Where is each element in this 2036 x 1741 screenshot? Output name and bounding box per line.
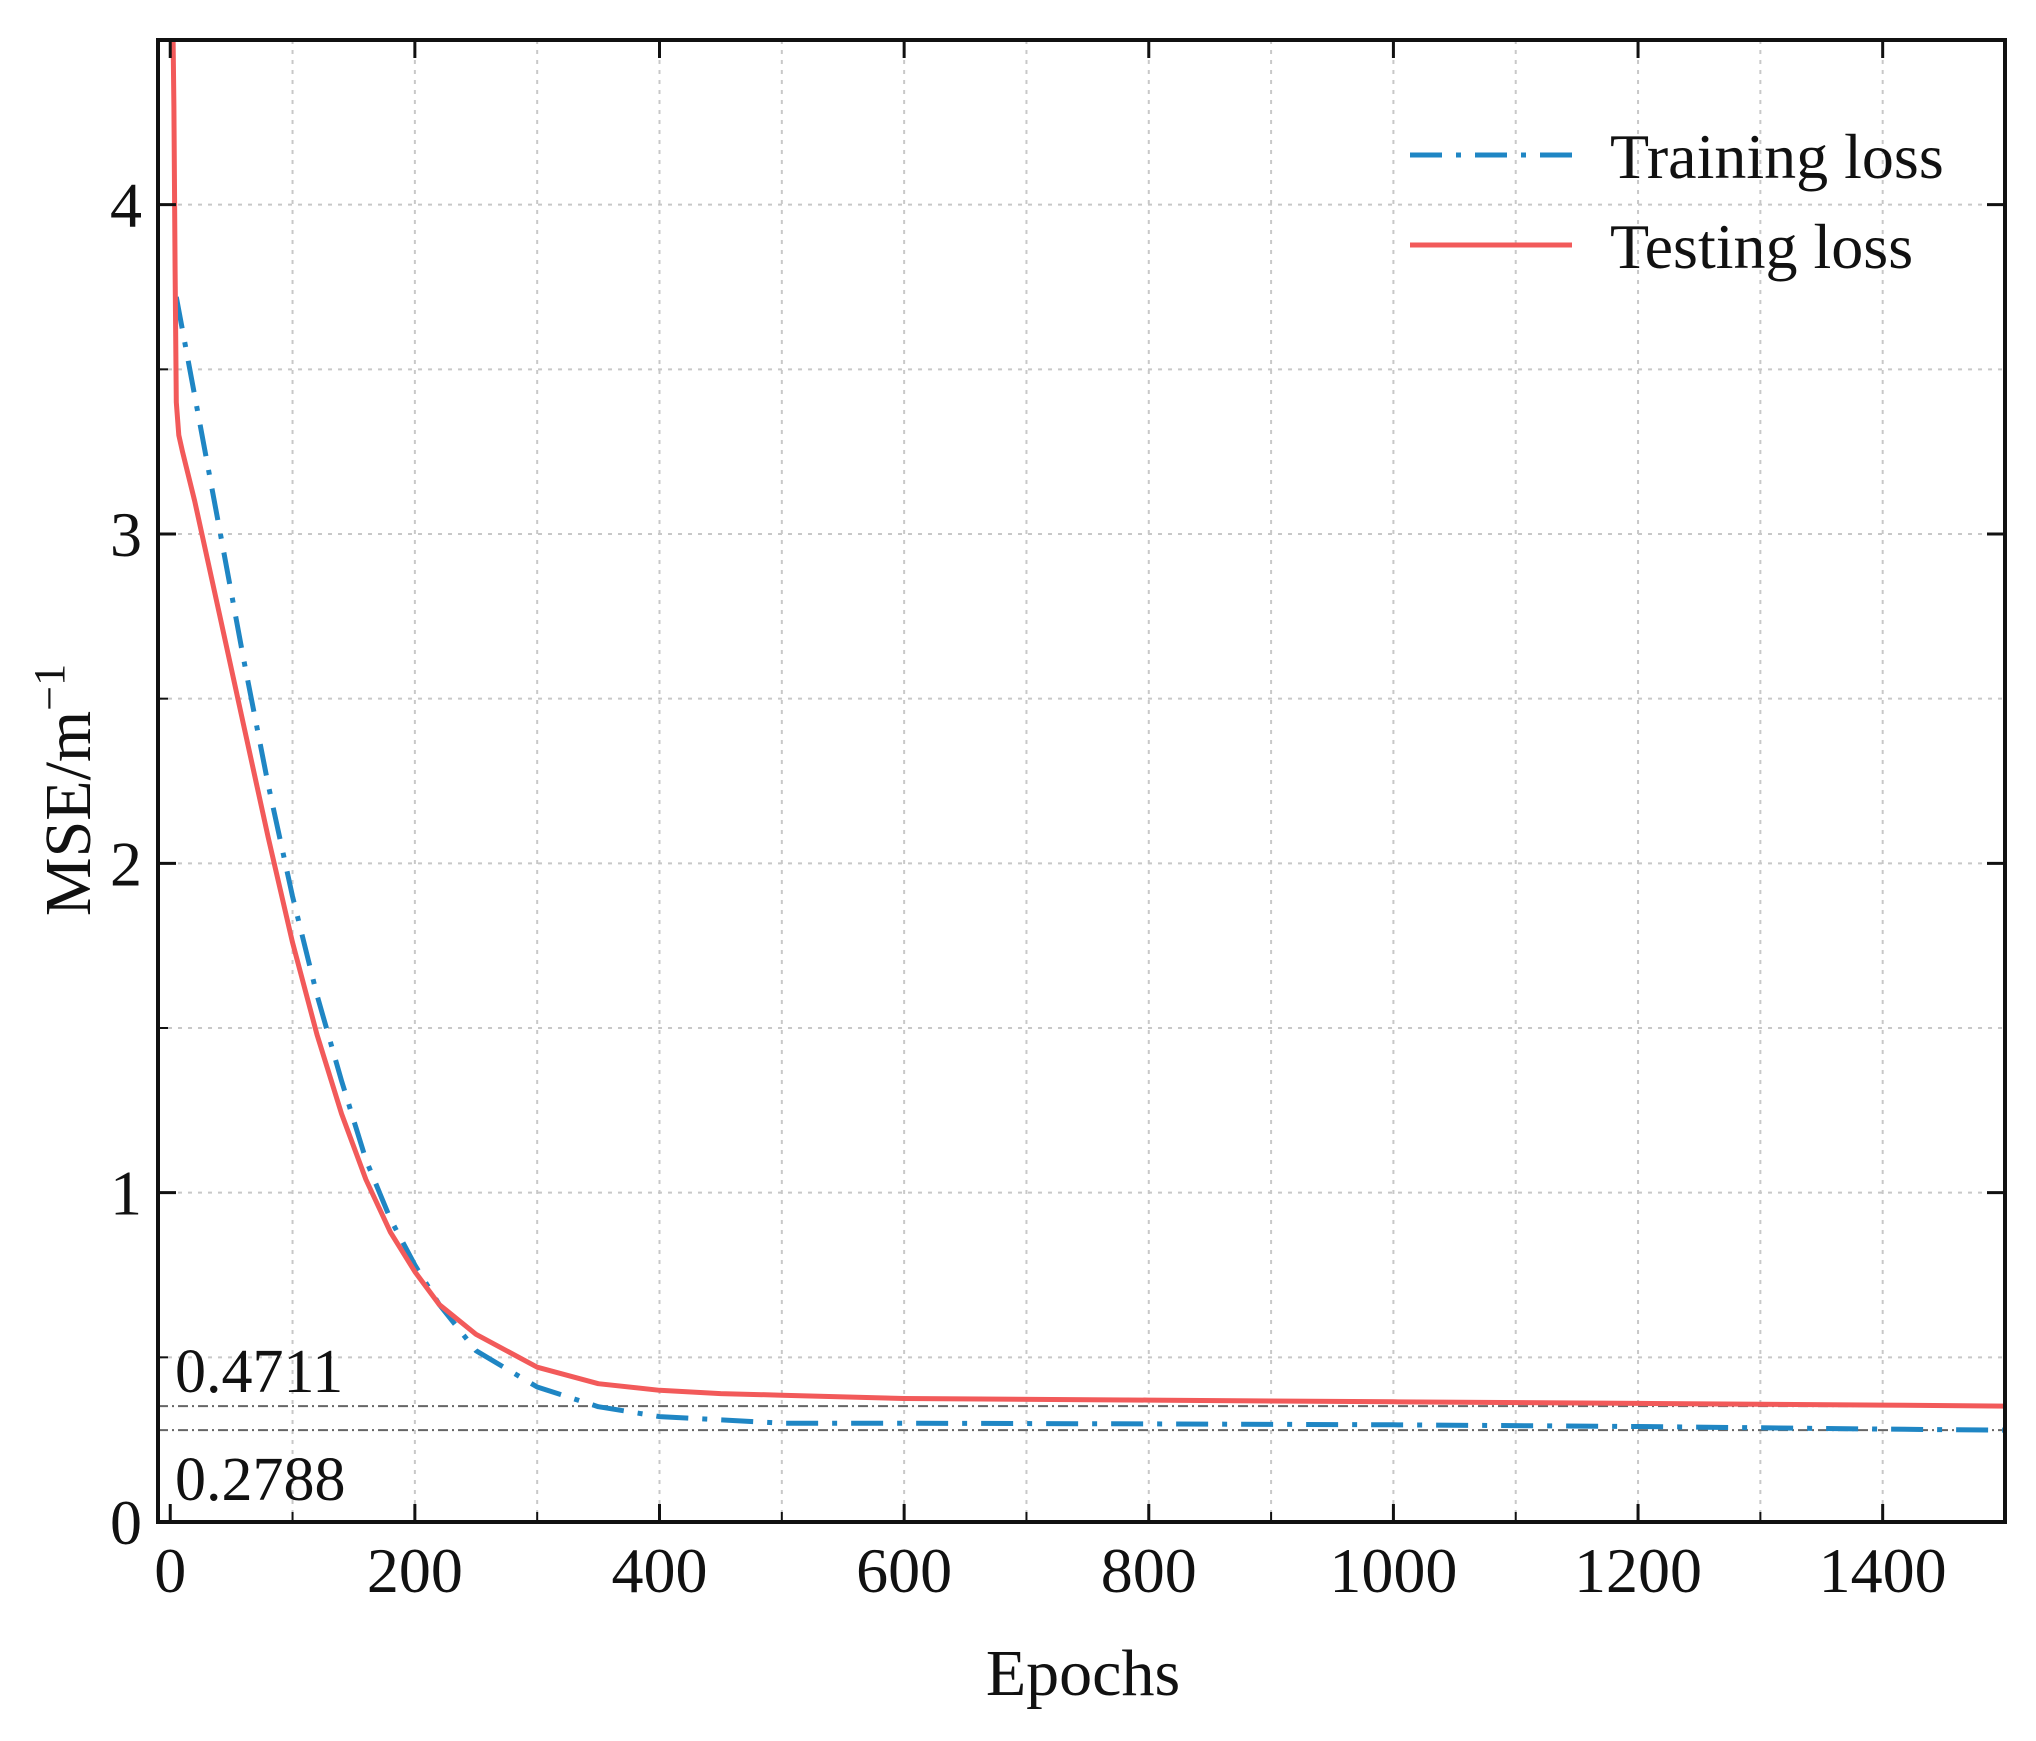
plot-frame (156, 38, 2007, 1524)
y-tick-label: 4 (110, 170, 142, 241)
x-tick-label: 1400 (1819, 1535, 1947, 1606)
x-tick-label: 800 (1101, 1535, 1197, 1606)
y-tick-labels: 0 1 2 3 4 (110, 170, 142, 1558)
x-tick-label: 1000 (1329, 1535, 1457, 1606)
legend-label-testing: Testing loss (1610, 211, 1913, 282)
x-tick-label: 400 (612, 1535, 708, 1606)
y-tick-label: 0 (110, 1487, 142, 1558)
x-tick-label: 200 (367, 1535, 463, 1606)
y-tick-label: 2 (110, 828, 142, 899)
legend-label-training: Training loss (1610, 121, 1944, 192)
series-line-training (173, 296, 2005, 1433)
x-tick-label: 0 (154, 1535, 186, 1606)
grid-layer (158, 40, 2005, 1522)
x-tick-labels: 0 200 400 600 800 1000 1200 1400 (154, 1535, 1946, 1606)
y-tick-label: 3 (110, 499, 142, 570)
reference-label: 0.4711 (175, 1338, 343, 1406)
x-axis-title: Epochs (986, 1637, 1180, 1710)
x-tick-label: 600 (856, 1535, 952, 1606)
reference-lines (158, 1405, 2005, 1432)
series-layer (170, 40, 2005, 1433)
y-tick-label: 1 (110, 1158, 142, 1229)
reference-label: 0.2788 (175, 1446, 346, 1514)
y-axis-title-main: MSE/m (32, 711, 105, 916)
annotations: 0.4711 0.2788 (175, 1338, 346, 1514)
y-axis-title-superscript: −1 (25, 664, 74, 711)
x-tick-label: 1200 (1574, 1535, 1702, 1606)
legend: Training loss Testing loss (1410, 121, 1944, 282)
tick-marks (158, 40, 2005, 1524)
y-axis-title: MSE/m−1 (25, 664, 105, 916)
series-line-testing (170, 40, 2005, 1409)
